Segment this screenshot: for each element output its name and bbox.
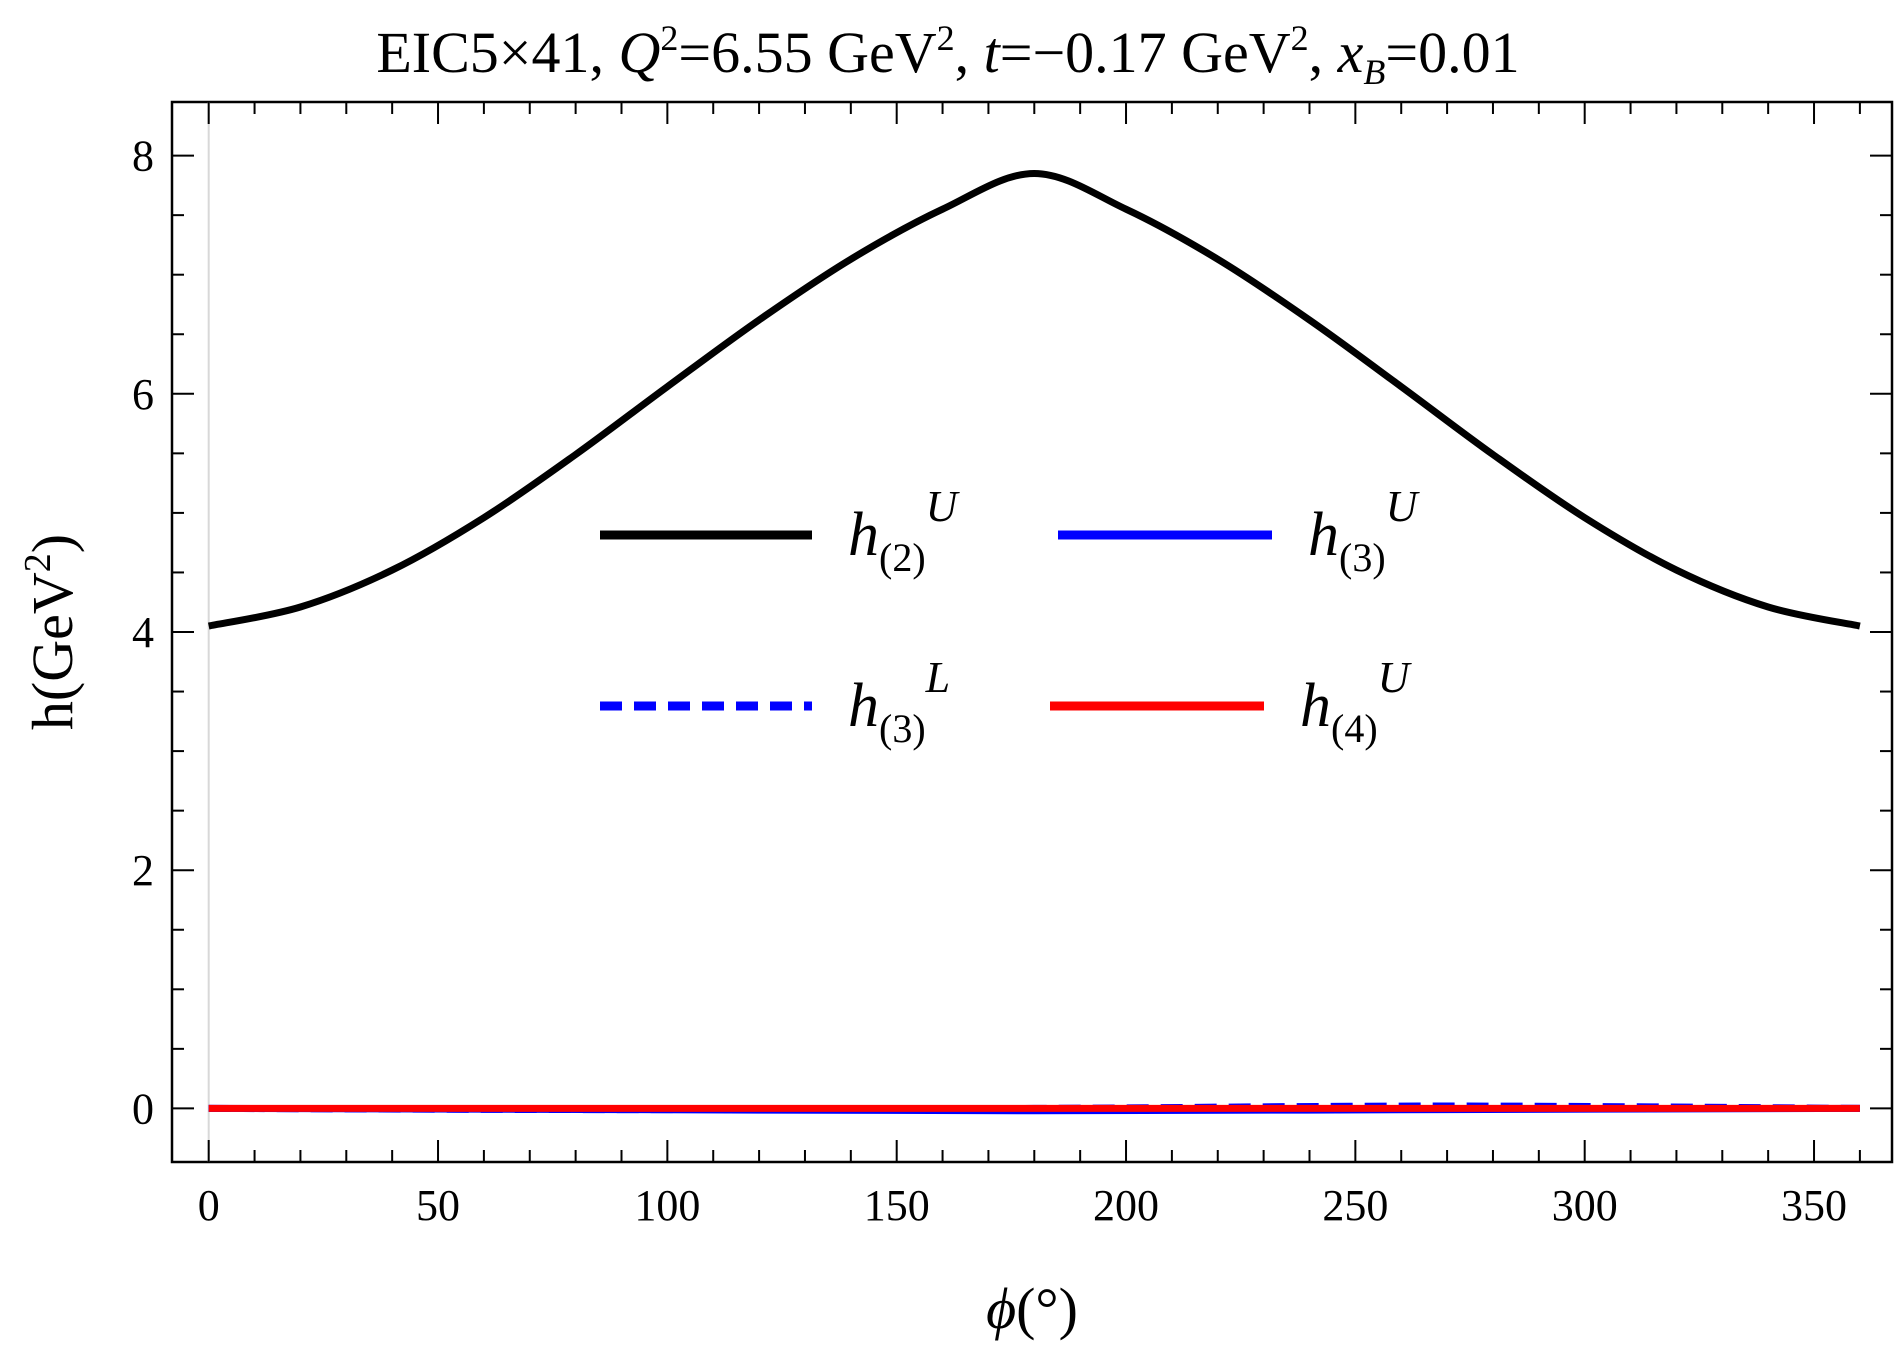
legend-item-h2U: h(2)U	[600, 482, 961, 580]
y-tick-label: 0	[132, 1084, 154, 1133]
y-tick-label: 8	[132, 132, 154, 181]
y-tick-label: 2	[132, 846, 154, 895]
legend-label-h3L: h(3)L	[848, 653, 950, 751]
x-tick-label: 250	[1322, 1181, 1388, 1230]
legend-item-h3U: h(3)U	[1058, 482, 1421, 580]
legend-item-h4U: h(4)U	[1050, 653, 1413, 751]
y-tick-label: 6	[132, 370, 154, 419]
legend-label-h4U: h(4)U	[1300, 653, 1413, 751]
plot-frame	[170, 100, 1894, 1164]
x-tick-label: 0	[198, 1181, 220, 1230]
x-tick-label: 50	[416, 1181, 460, 1230]
legend-label-h3U: h(3)U	[1308, 482, 1421, 580]
axis-tick-labels: 0 50 100 150 200 250 300 350 0 2 4 6 8	[132, 132, 1847, 1230]
series-lines	[207, 169, 1861, 1115]
x-axis-label: ϕ(°)	[986, 1276, 1078, 1341]
chart-title: EIC5×41, Q2=6.55 GeV2, t=−0.17 GeV2, xB=…	[376, 18, 1519, 92]
x-tick-label: 200	[1093, 1181, 1159, 1230]
series-line-h(2)U	[207, 169, 1861, 630]
x-tick-label: 150	[864, 1181, 930, 1230]
legend-label-h2U: h(2)U	[848, 482, 961, 580]
legend: h(2)U h(3)U h(3)L h(4)U	[600, 482, 1421, 751]
y-axis-label: h(GeV2)	[17, 534, 85, 730]
x-tick-label: 100	[634, 1181, 700, 1230]
x-tick-label: 350	[1781, 1181, 1847, 1230]
axis-ticks	[172, 102, 1892, 1162]
legend-item-h3L: h(3)L	[600, 653, 950, 751]
y-tick-label: 4	[132, 608, 154, 657]
x-tick-label: 300	[1552, 1181, 1618, 1230]
